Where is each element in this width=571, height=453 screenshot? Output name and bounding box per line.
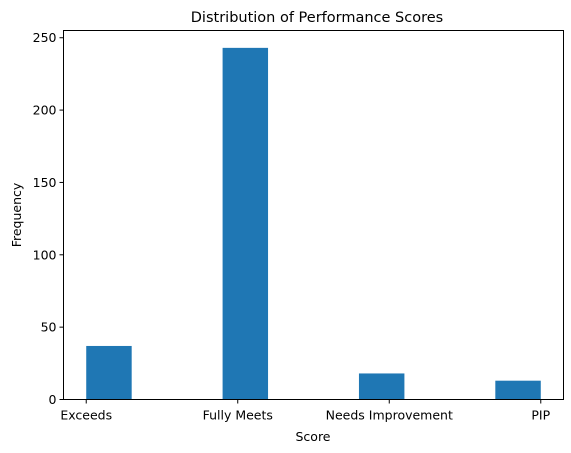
bar-needs-improvement — [358, 373, 405, 400]
y-axis-label: Frequency — [9, 182, 24, 247]
bars-group — [86, 47, 541, 400]
bar-exceeds — [86, 345, 132, 400]
plot-frame — [63, 30, 564, 400]
y-tick-label: 100 — [33, 247, 57, 262]
y-tick-label: 50 — [41, 320, 57, 335]
bar-fully-meets — [222, 47, 269, 400]
y-tick-label: 150 — [33, 175, 57, 190]
y-tick-label: 200 — [33, 103, 57, 118]
x-tick-label: PIP — [531, 408, 550, 423]
y-axis-ticks: 0 50 100 150 200 250 — [33, 30, 64, 407]
x-tick-label: Fully Meets — [203, 408, 273, 423]
y-tick-label: 250 — [33, 30, 57, 45]
y-tick-label: 0 — [49, 392, 57, 407]
chart-title: Distribution of Performance Scores — [191, 10, 443, 26]
x-tick-label: Exceeds — [60, 408, 112, 423]
x-tick-label: Needs Improvement — [326, 408, 453, 423]
bar-pip — [495, 380, 541, 400]
x-axis-ticks: Exceeds Fully Meets Needs Improvement PIP — [60, 399, 551, 423]
x-axis-label: Score — [295, 429, 330, 444]
